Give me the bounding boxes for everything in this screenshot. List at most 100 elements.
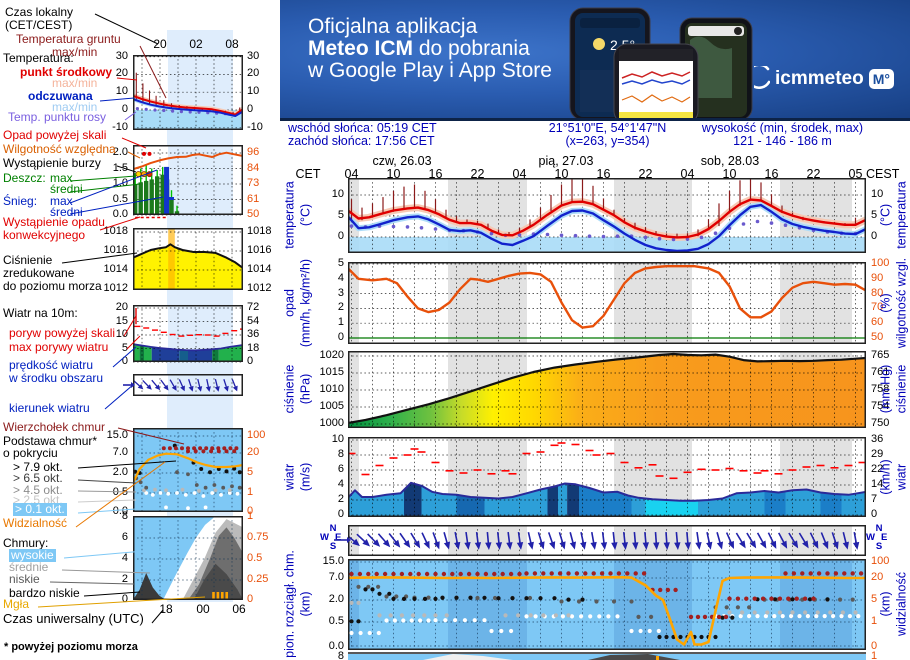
- mini-clouds-chart: [133, 516, 243, 600]
- sidebar-label: max porywy wiatru: [9, 340, 109, 354]
- axis-tick-label: 0.75: [247, 531, 269, 543]
- axis-tick-label: 10: [247, 85, 260, 97]
- axis-tick-label: 10: [331, 433, 344, 445]
- sidebar-label: Opad powyżej skali: [3, 128, 107, 142]
- sidebar-label: Śnieg:: [3, 194, 38, 208]
- axis-tick-label: 2.0: [112, 146, 128, 158]
- axis-tick-label: 20: [115, 301, 128, 313]
- sidebar-label: max: [50, 194, 73, 208]
- axis-tick-label: 0: [247, 593, 254, 605]
- sidebar-label: * powyżej poziomu morza: [4, 641, 138, 653]
- axis-tick-label: 0.0: [328, 640, 344, 652]
- axis-tick-label: 70: [871, 301, 884, 314]
- axis-tick-label: 5: [337, 257, 344, 269]
- axis-title-rotated: (mm/h, kg/m²/h): [298, 258, 313, 348]
- axis-tick-label: 1012: [247, 282, 272, 294]
- axis-tick-label: 1005: [319, 400, 344, 412]
- axis-tick-label: 10: [115, 85, 128, 97]
- axis-tick-label: 50: [247, 208, 260, 220]
- axis-tick-label: 72: [247, 301, 260, 313]
- sidebar-label: konwekcyjnego: [3, 228, 86, 242]
- axis-tick-label: 30: [247, 50, 260, 62]
- compass-icon: S: [329, 541, 337, 552]
- sidebar-label: Wiatr na 10m:: [3, 306, 78, 320]
- sidebar-label: Wystąpienie opadu: [3, 215, 105, 229]
- mini-utc-label: 06: [232, 602, 246, 616]
- axis-hour-label: 04: [680, 167, 695, 181]
- sidebar-label: do poziomu morza: [3, 279, 102, 293]
- axis-tick-label: 61: [247, 192, 260, 205]
- compass-icon: N: [875, 523, 883, 534]
- axis-tick-label: 0.5: [247, 552, 263, 564]
- axis-hour-label: 22: [638, 167, 653, 181]
- axis-tick-label: 1: [247, 486, 254, 498]
- axis-tick-label: 15.0: [322, 555, 344, 567]
- axis-tick-label: 29: [871, 448, 884, 460]
- banner-line1: Oficjalna aplikacja: [308, 15, 478, 38]
- axis-tick-label: 3: [337, 286, 344, 299]
- axis-tick-label: 1018: [247, 225, 272, 237]
- axis-hour-label: 16: [764, 167, 779, 181]
- sidebar-label: poryw powyżej skali: [9, 326, 116, 340]
- axis-tick-label: 60: [871, 316, 884, 329]
- sidebar-label: bardzo niskie: [9, 586, 80, 600]
- app-promo-banner[interactable]: Oficjalna aplikacja Meteo ICM do pobrani…: [280, 0, 910, 121]
- mini-time-label: 08: [225, 37, 239, 51]
- axis-tick-label: 54: [247, 314, 260, 327]
- axis-title-rotated: wiatr: [894, 463, 909, 491]
- axis-tick-label: 90: [871, 271, 884, 284]
- sunset-time: zachód słońca: 17:56 CET: [288, 134, 435, 149]
- axis-title-rotated: (°C): [878, 203, 893, 227]
- axis-title-rotated: (mm Hg): [878, 364, 893, 414]
- axis-title-rotated: (km): [878, 591, 893, 617]
- axis-title-rotated: ciśnienie: [894, 364, 909, 414]
- axis-tick-label: 84: [247, 161, 260, 174]
- axis-tick-label: 1020: [319, 349, 344, 361]
- sidebar-label: Temp. punktu rosy: [8, 110, 107, 124]
- sidebar-label: punkt środkowy: [20, 65, 113, 79]
- axis-tick-label: 0: [121, 355, 128, 367]
- axis-tick-label: 4: [121, 552, 128, 564]
- sidebar-label: o pokryciu: [3, 446, 58, 460]
- axis-tick-label: 7.0: [328, 571, 344, 583]
- axis-tick-label: 96: [247, 146, 260, 158]
- compass-icon: E: [335, 532, 342, 543]
- axis-title-rotated: (°C): [298, 203, 313, 227]
- axis-tick-label: 22: [871, 463, 884, 475]
- axis-hour-label: 22: [470, 167, 485, 181]
- axis-tick-label: 80: [871, 286, 884, 299]
- axis-hour-label: 10: [554, 167, 569, 181]
- coords-geo: 21°51'0"E, 54°1'47"N: [548, 121, 667, 135]
- sidebar-label: kierunek wiatru: [9, 401, 90, 415]
- axis-tick-label: 8: [121, 510, 128, 522]
- tz-right-label: CEST: [866, 167, 900, 181]
- axis-tick-label: 754: [871, 400, 890, 412]
- axis-hour-label: 16: [428, 167, 443, 181]
- sidebar-label: Ciśnienie: [3, 253, 53, 267]
- axis-hour-label: 04: [512, 167, 527, 181]
- axis-tick-label: 50: [871, 331, 884, 343]
- compass-icon: E: [881, 532, 888, 543]
- axis-tick-label: 2: [337, 493, 344, 505]
- temperature-panel: [348, 178, 866, 253]
- mini-time-label: 20: [153, 37, 167, 51]
- axis-tick-label: 15.0: [106, 429, 128, 441]
- axis-tick-label: 20: [115, 67, 128, 79]
- mini-wind-chart: [133, 305, 243, 363]
- axis-tick-label: 0: [247, 103, 254, 115]
- axis-tick-label: 100: [247, 429, 266, 441]
- axis-tick-label: 2: [121, 573, 128, 585]
- axis-tick-label: 5: [871, 209, 878, 221]
- mini-pressure-chart: [133, 228, 243, 290]
- axis-tick-label: 1: [247, 510, 254, 522]
- axis-tick-label: 5: [871, 593, 878, 605]
- axis-tick-label: 20: [247, 67, 260, 79]
- banner-text: Oficjalna aplikacja Meteo ICM do pobrani…: [308, 15, 552, 82]
- icmmeteo-logo[interactable]: icmmeteo M°: [754, 66, 894, 92]
- axis-tick-label: 1014: [247, 263, 272, 275]
- sidebar-label: max/min: [52, 45, 98, 59]
- axis-tick-label: 0.25: [247, 573, 269, 585]
- axis-tick-label: 1014: [103, 263, 128, 275]
- axis-tick-label: 10: [115, 328, 128, 340]
